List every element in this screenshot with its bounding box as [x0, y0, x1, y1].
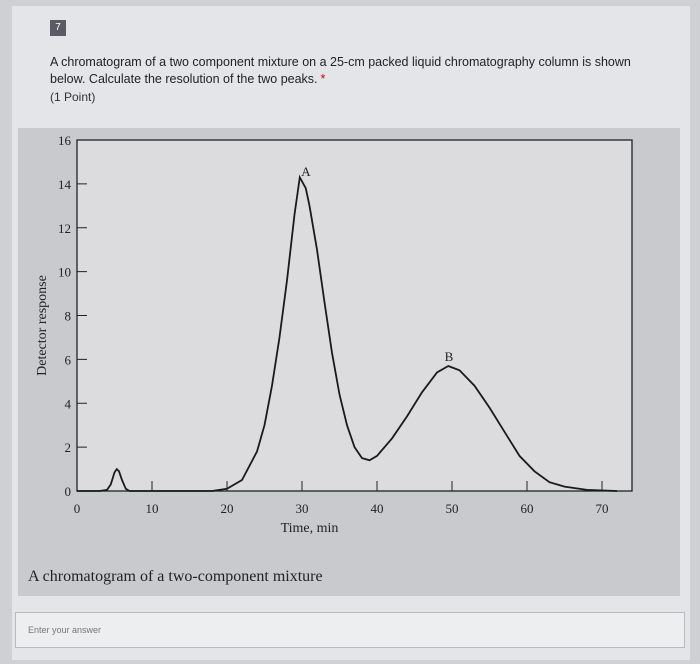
y-tick-label: 2: [65, 440, 72, 455]
y-tick-label: 10: [58, 265, 71, 280]
plot-area: [76, 139, 633, 492]
x-tick-label: 70: [596, 501, 609, 516]
required-mark: *: [320, 72, 326, 86]
x-tick-label: 20: [221, 501, 234, 516]
x-tick-label: 40: [371, 501, 384, 516]
x-tick-label: 10: [146, 501, 159, 516]
y-tick-label: 16: [58, 133, 72, 148]
y-tick-label: 6: [65, 352, 72, 367]
y-tick-label: 0: [65, 484, 72, 499]
answer-input[interactable]: Enter your answer: [15, 612, 685, 648]
x-tick-label: 50: [446, 501, 459, 516]
question-number: 7: [50, 20, 66, 36]
peak-label: B: [445, 349, 454, 364]
y-tick-label: 8: [65, 309, 72, 324]
peak-label: A: [301, 164, 311, 179]
question-body: A chromatogram of a two component mixtur…: [50, 55, 631, 86]
question-points: (1 Point): [50, 90, 96, 104]
y-tick-label: 12: [58, 221, 71, 236]
x-tick-label: 30: [296, 501, 309, 516]
chromatogram-line: [77, 174, 618, 492]
caption: A chromatogram of a two-component mixtur…: [28, 568, 323, 585]
question-text: A chromatogram of a two component mixtur…: [50, 54, 660, 88]
x-axis-label: Time, min: [281, 521, 339, 536]
y-tick-label: 4: [65, 396, 72, 411]
chart: 0 2 4 6 8 10 12 14 16 0 10 20 30 40 50 60 70 Time, min Det…: [28, 133, 633, 585]
x-tick-label: 0: [74, 501, 81, 516]
y-tick-label: 14: [58, 177, 72, 192]
y-axis-label: Detector response: [35, 275, 50, 376]
x-tick-label: 60: [521, 501, 534, 516]
figure: 0 2 4 6 8 10 12 14 16 0 10 20 30 40 50 60 70 Time, min Det…: [18, 128, 680, 596]
